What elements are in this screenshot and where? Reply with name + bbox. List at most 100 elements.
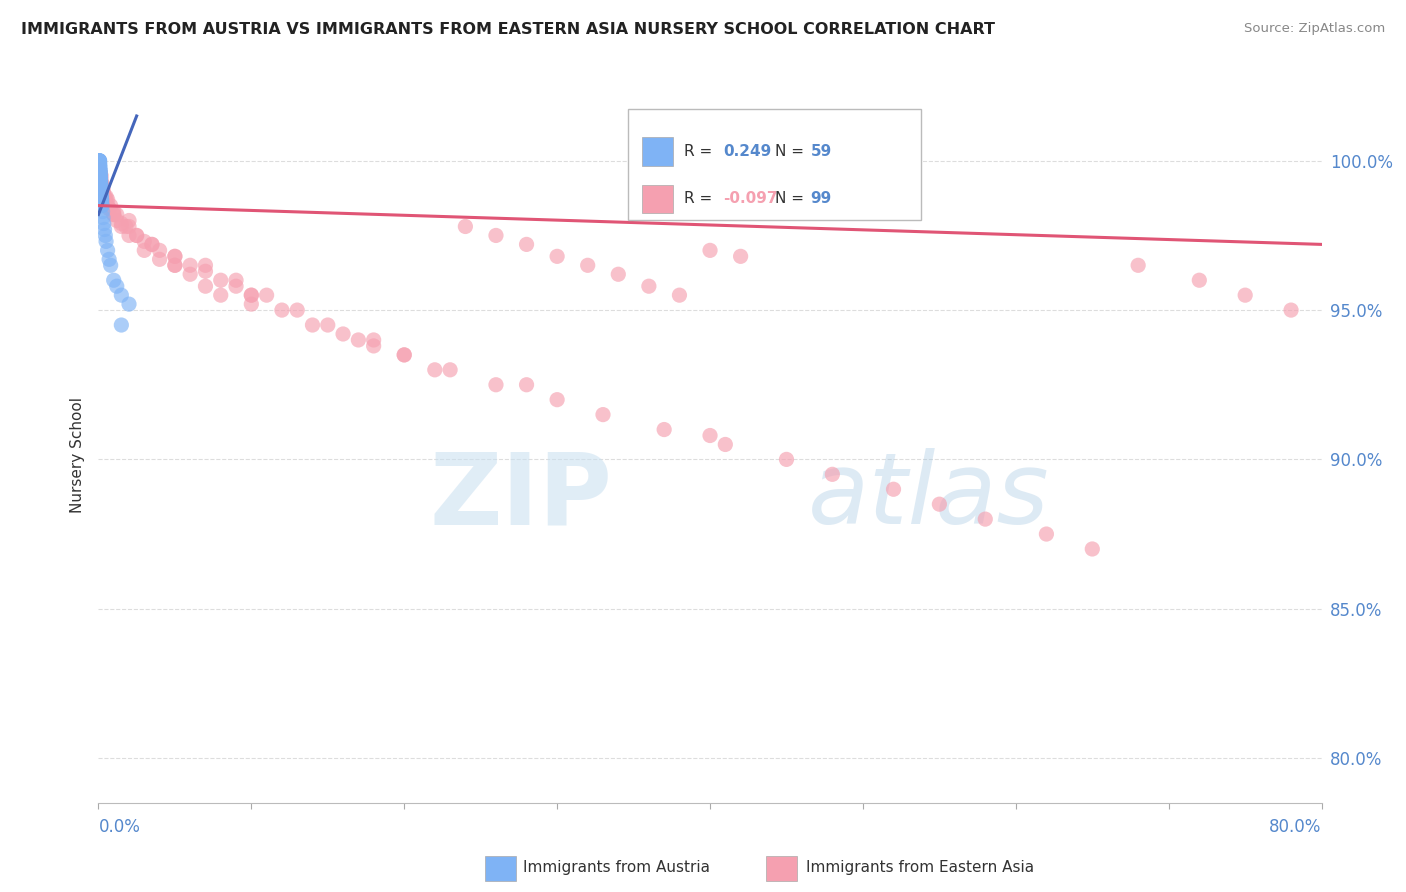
Point: [93, 186, 115, 201]
Point: [94, 228, 117, 243]
Point: [363, 339, 385, 353]
Point: [125, 228, 148, 243]
Point: [90, 184, 112, 198]
Point: [93, 193, 115, 207]
Point: [179, 267, 201, 281]
Point: [89, 162, 111, 177]
Point: [89, 153, 111, 168]
Point: [347, 333, 370, 347]
Point: [89, 153, 111, 168]
Point: [89, 160, 111, 174]
Point: [90, 178, 112, 192]
Text: IMMIGRANTS FROM AUSTRIA VS IMMIGRANTS FROM EASTERN ASIA NURSERY SCHOOL CORRELATI: IMMIGRANTS FROM AUSTRIA VS IMMIGRANTS FR…: [21, 22, 995, 37]
Point: [439, 363, 461, 377]
Point: [118, 297, 141, 311]
Point: [149, 244, 172, 258]
Point: [89, 157, 111, 171]
Point: [270, 303, 294, 318]
Point: [105, 279, 128, 293]
Point: [90, 184, 112, 198]
Point: [89, 153, 111, 168]
Point: [89, 153, 111, 168]
Point: [363, 333, 385, 347]
Point: [134, 235, 156, 249]
Point: [285, 303, 308, 318]
Point: [110, 288, 132, 302]
Point: [90, 186, 112, 201]
Point: [93, 189, 115, 203]
Point: [89, 153, 111, 168]
Point: [89, 169, 111, 183]
Text: R =: R =: [683, 144, 717, 159]
Point: [125, 228, 148, 243]
Point: [90, 195, 112, 210]
Text: Immigrants from Austria: Immigrants from Austria: [523, 860, 710, 874]
Y-axis label: Nursery School: Nursery School: [69, 397, 84, 513]
Point: [883, 482, 905, 496]
Point: [89, 175, 111, 189]
Point: [115, 219, 138, 234]
Point: [454, 219, 477, 234]
Point: [91, 211, 114, 225]
Point: [100, 198, 122, 212]
Point: [90, 193, 112, 207]
Text: ZIP: ZIP: [429, 448, 612, 545]
Text: N =: N =: [775, 192, 810, 206]
Point: [89, 175, 111, 189]
Point: [89, 162, 111, 177]
Point: [730, 249, 752, 263]
Point: [179, 258, 201, 272]
Point: [134, 244, 156, 258]
Point: [301, 318, 323, 332]
Point: [638, 279, 661, 293]
Point: [90, 189, 112, 203]
Point: [90, 184, 112, 198]
Point: [163, 258, 186, 272]
Text: N =: N =: [775, 144, 810, 159]
Point: [821, 467, 844, 482]
Point: [94, 193, 117, 207]
Point: [118, 219, 141, 234]
Point: [928, 497, 950, 511]
Point: [974, 512, 997, 526]
Point: [225, 279, 247, 293]
Point: [576, 258, 599, 272]
Point: [89, 175, 111, 189]
Point: [90, 189, 112, 203]
Point: [91, 184, 114, 198]
Point: [91, 180, 114, 194]
Point: [240, 297, 263, 311]
Text: R =: R =: [683, 192, 717, 206]
Point: [1188, 273, 1211, 287]
Point: [89, 157, 111, 171]
Point: [90, 171, 112, 186]
Point: [97, 198, 120, 212]
Point: [194, 258, 217, 272]
Point: [93, 222, 115, 236]
Point: [103, 208, 125, 222]
Point: [105, 208, 128, 222]
Point: [194, 279, 217, 293]
Point: [89, 157, 111, 171]
Point: [90, 184, 112, 198]
Point: [668, 288, 690, 302]
Point: [110, 217, 132, 231]
Point: [89, 166, 111, 180]
Point: [516, 377, 538, 392]
Point: [89, 153, 111, 168]
Point: [209, 273, 232, 287]
Point: [607, 267, 630, 281]
Point: [240, 288, 263, 302]
Point: [90, 171, 112, 186]
Text: 99: 99: [810, 192, 832, 206]
Point: [392, 348, 416, 362]
Text: 0.249: 0.249: [723, 144, 772, 159]
Text: Immigrants from Eastern Asia: Immigrants from Eastern Asia: [806, 860, 1033, 874]
Point: [1081, 541, 1104, 556]
Point: [103, 273, 125, 287]
Point: [89, 160, 111, 174]
Point: [91, 198, 114, 212]
Point: [105, 213, 128, 227]
Point: [209, 288, 232, 302]
Point: [90, 180, 112, 194]
